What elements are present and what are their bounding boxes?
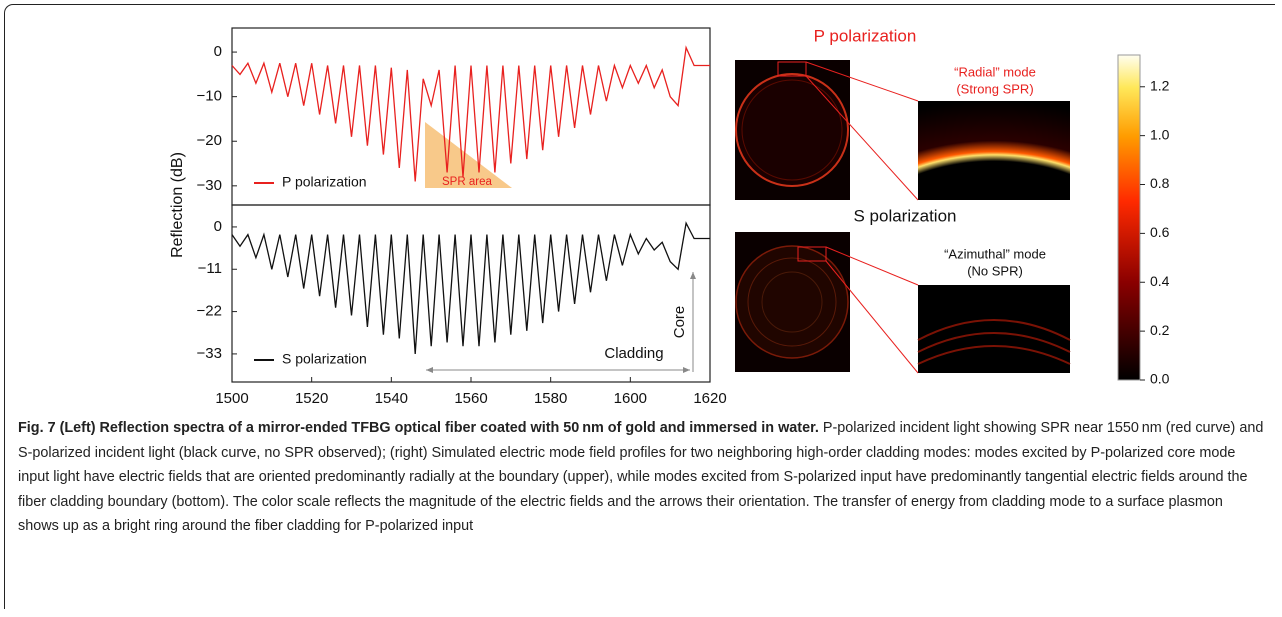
arrow-head xyxy=(690,272,696,279)
y-tick-label: −10 xyxy=(197,88,222,105)
s-zoom-map xyxy=(825,246,1071,374)
spectrum-line xyxy=(231,45,710,182)
p-title: P polarization xyxy=(814,26,917,45)
caption-text: P-polarized incident light showing SPR n… xyxy=(18,420,1264,534)
y-axis-label: Reflection (dB) xyxy=(169,152,186,258)
y-tick-label: −11 xyxy=(198,260,222,277)
colorbar-tick-label: 0.0 xyxy=(1150,371,1170,387)
core-label: Core xyxy=(671,306,688,339)
colorbar-tick-label: 0.8 xyxy=(1150,175,1170,191)
y-tick-label: −30 xyxy=(197,177,222,194)
y-tick-label: −33 xyxy=(197,345,222,362)
s-field-map xyxy=(735,232,850,372)
colorbar-tick-label: 0.4 xyxy=(1150,273,1170,289)
x-tick-label: 1520 xyxy=(295,390,328,407)
colorbar-tick-label: 1.0 xyxy=(1150,126,1170,142)
p-zoom-map xyxy=(805,61,1070,201)
figure: P polarization “Radial” mode (Strong SPR… xyxy=(169,26,1170,407)
s-title: S polarization xyxy=(853,206,956,225)
x-tick-label: 1540 xyxy=(375,390,408,407)
p-note: (Strong SPR) xyxy=(956,81,1033,96)
p-field-map xyxy=(735,60,850,200)
figure-frame xyxy=(4,4,1275,609)
x-tick-label: 1500 xyxy=(215,390,248,407)
legend-label: P polarization xyxy=(282,174,367,190)
spr-label: SPR area xyxy=(442,176,492,188)
caption-label: Fig. 7 (Left) Reflection spectra of a mi… xyxy=(18,420,819,436)
cladding-label: Cladding xyxy=(604,345,663,362)
x-tick-label: 1580 xyxy=(534,390,567,407)
legend-label: S polarization xyxy=(282,351,367,367)
y-tick-label: −22 xyxy=(197,303,222,320)
x-tick-label: 1620 xyxy=(693,390,726,407)
colorbar-tick-label: 1.2 xyxy=(1150,77,1170,93)
x-tick-label: 1600 xyxy=(614,390,647,407)
y-tick-label: 0 xyxy=(214,218,222,235)
colorbar xyxy=(1117,54,1141,381)
colorbar-tick-label: 0.6 xyxy=(1150,224,1170,240)
caption: Fig. 7 (Left) Reflection spectra of a mi… xyxy=(18,416,1266,539)
spectrum-line xyxy=(231,221,710,354)
s-note: (No SPR) xyxy=(967,263,1023,278)
colorbar-tick-label: 0.2 xyxy=(1150,322,1170,338)
x-tick-label: 1560 xyxy=(454,390,487,407)
p-mode: “Radial” mode xyxy=(954,64,1036,79)
s-mode: “Azimuthal” mode xyxy=(944,246,1046,261)
y-tick-label: 0 xyxy=(214,43,222,60)
y-tick-label: −20 xyxy=(197,132,222,149)
